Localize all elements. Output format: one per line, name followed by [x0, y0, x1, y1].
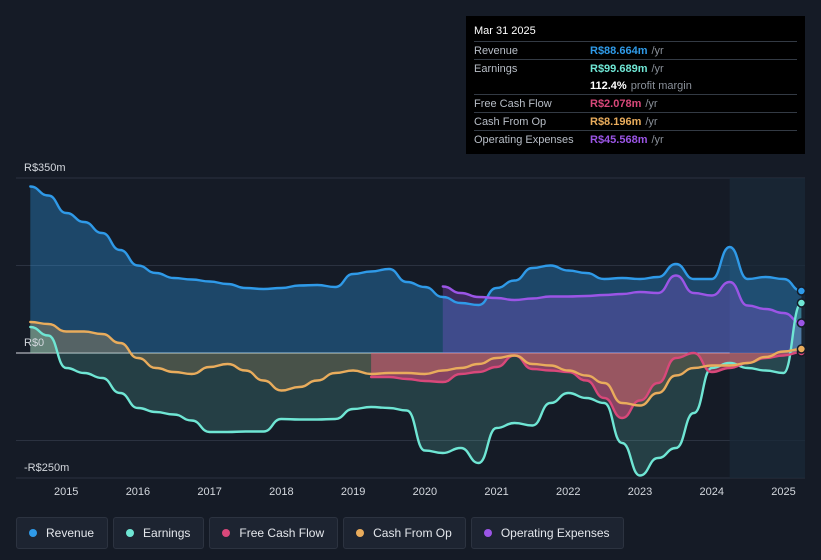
- legend-item-revenue[interactable]: Revenue: [16, 517, 109, 549]
- x-tick-label: 2025: [771, 486, 795, 498]
- y-tick-label: R$0: [24, 337, 44, 349]
- data-tooltip: Mar 31 2025 Revenue R$88.664m /yr Earnin…: [466, 16, 805, 154]
- tooltip-label: Revenue: [474, 44, 519, 57]
- legend-label: Cash From Op: [373, 526, 452, 540]
- opex-endpoint-dot: [796, 318, 807, 328]
- y-tick-label: R$350m: [24, 162, 66, 174]
- tooltip-unit: /yr: [651, 62, 664, 75]
- tooltip-date: Mar 31 2025: [474, 25, 536, 37]
- tooltip-label: Cash From Op: [474, 115, 547, 128]
- legend-item-cash-from-op[interactable]: Cash From Op: [343, 517, 466, 549]
- cfo-endpoint-dot: [796, 344, 807, 354]
- x-tick-label: 2017: [197, 486, 221, 498]
- tooltip-label: Operating Expenses: [474, 133, 574, 146]
- tooltip-row-revenue: Revenue R$88.664m /yr: [474, 41, 797, 59]
- x-tick-label: 2019: [341, 486, 365, 498]
- chart-legend: Revenue Earnings Free Cash Flow Cash Fro…: [16, 517, 624, 549]
- x-tick-label: 2016: [126, 486, 150, 498]
- tooltip-unit: profit margin: [630, 79, 692, 92]
- opex-line: [441, 274, 803, 325]
- legend-item-earnings[interactable]: Earnings: [113, 517, 205, 549]
- tooltip-value: R$99.689m: [590, 62, 648, 75]
- x-tick-label: 2021: [484, 486, 508, 498]
- endpoint-dots: [796, 286, 807, 357]
- legend-dot-icon: [222, 529, 231, 537]
- tooltip-unit: /yr: [645, 97, 658, 110]
- legend-dot-icon: [126, 529, 135, 537]
- x-tick-label: 2023: [628, 486, 652, 498]
- cfo-area-positive: [30, 322, 802, 353]
- legend-label: Revenue: [46, 526, 95, 540]
- cfo-area-negative: [30, 353, 802, 406]
- tooltip-value: R$88.664m: [590, 44, 648, 57]
- tooltip-value: R$45.568m: [590, 133, 648, 146]
- legend-item-free-cash-flow[interactable]: Free Cash Flow: [209, 517, 339, 549]
- y-tick-label: -R$250m: [24, 462, 69, 474]
- tooltip-value: 112.4%: [590, 79, 627, 92]
- cfo-line: [29, 320, 803, 407]
- revenue-line: [29, 185, 803, 307]
- legend-item-operating-expenses[interactable]: Operating Expenses: [470, 517, 624, 549]
- legend-dot-icon: [29, 529, 37, 537]
- tooltip-label: Earnings: [474, 62, 518, 75]
- x-tick-label: 2024: [700, 486, 724, 498]
- line-layer: [29, 185, 803, 477]
- revenue-endpoint-dot: [796, 286, 807, 296]
- x-tick-label: 2020: [413, 486, 437, 498]
- earnings-endpoint-dot: [796, 298, 807, 308]
- legend-label: Earnings: [143, 526, 191, 540]
- fcf-area-negative: [371, 353, 802, 418]
- recent-period-highlight: [729, 178, 805, 478]
- tooltip-row-margin: 112.4% profit margin: [474, 77, 797, 94]
- fcf-line: [369, 350, 803, 420]
- legend-label: Free Cash Flow: [239, 526, 325, 540]
- tooltip-unit: /yr: [651, 133, 664, 146]
- tooltip-value: R$2.078m: [590, 97, 642, 110]
- tooltip-row-opex: Operating Expenses R$45.568m /yr: [474, 130, 797, 148]
- legend-label: Operating Expenses: [500, 526, 610, 540]
- x-tick-label: 2018: [269, 486, 293, 498]
- x-tick-label: 2015: [54, 486, 78, 498]
- x-axis-labels: 2015 2016 2017 2018 2019 2020 2021 2022 2023 2024…: [54, 486, 796, 498]
- x-tick-label: 2022: [556, 486, 580, 498]
- tooltip-label: Free Cash Flow: [474, 97, 552, 110]
- opex-area-positive: [442, 275, 802, 353]
- y-axis-labels: R$350m R$0 -R$250m: [24, 162, 69, 474]
- tooltip-row-fcf: Free Cash Flow R$2.078m /yr: [474, 94, 797, 112]
- tooltip-unit: /yr: [645, 115, 658, 128]
- tooltip-row-earnings: Earnings R$99.689m /yr: [474, 59, 797, 77]
- tooltip-value: R$8.196m: [590, 115, 642, 128]
- earnings-line: [29, 301, 803, 477]
- tooltip-unit: /yr: [651, 44, 664, 57]
- tooltip-row-cfo: Cash From Op R$8.196m /yr: [474, 112, 797, 130]
- legend-dot-icon: [356, 529, 365, 537]
- revenue-area-positive: [30, 186, 802, 353]
- legend-dot-icon: [483, 529, 492, 537]
